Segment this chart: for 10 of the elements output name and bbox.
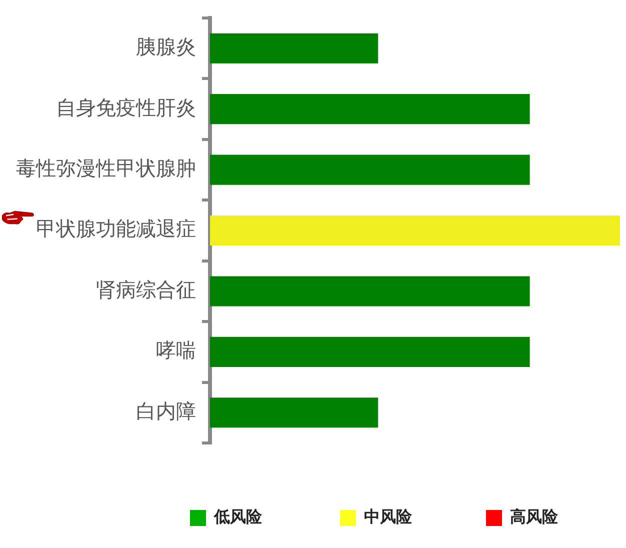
text: 低风险	[214, 507, 262, 528]
text: 高风险	[510, 507, 558, 528]
text: 中风险	[364, 507, 412, 528]
y-tick-label: 甲状腺功能减退症	[36, 216, 196, 241]
y-tick-label: 自身免疫性肝炎	[56, 95, 196, 120]
y-tick-label: 肾病综合征	[96, 277, 196, 302]
y-tick-label: 毒性弥漫性甲状腺肿	[16, 156, 196, 180]
y-tick-label: 白内障	[136, 398, 196, 423]
y-tick-label: 胰腺炎	[136, 34, 196, 59]
y-tick-label: 哮喘	[156, 338, 196, 362]
